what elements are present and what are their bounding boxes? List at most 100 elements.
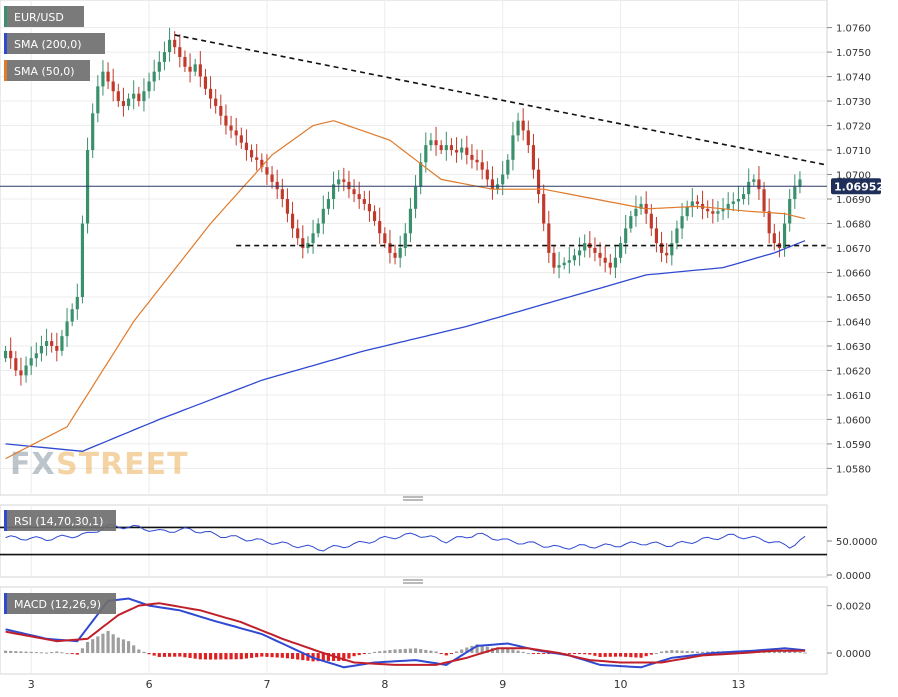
macd-histogram-bar (111, 634, 115, 654)
macd-histogram-bar (34, 652, 38, 654)
candle-body (132, 93, 136, 99)
candle-body (788, 199, 792, 224)
candle-body (613, 257, 618, 268)
x-tick-label: 8 (381, 678, 388, 691)
watermark-street: STREET (56, 447, 189, 482)
macd-histogram-bar (536, 653, 541, 655)
legend-symbol[interactable]: EUR/USD (4, 6, 84, 27)
legend-rsi[interactable]: RSI (14,70,30,1) (4, 510, 116, 531)
macd-histogram-bar (9, 650, 13, 654)
macd-histogram-bar (598, 653, 602, 657)
macd-histogram-bar (316, 653, 320, 662)
macd-histogram-bar (685, 650, 689, 654)
legend-macd[interactable]: MACD (12,26,9) (4, 593, 116, 614)
y-tick-label: 1.0710 (836, 146, 871, 157)
macd-histogram-bar (342, 653, 346, 661)
candle-body (741, 194, 746, 200)
macd-histogram-bar (526, 653, 530, 655)
macd-histogram-bar (675, 650, 679, 654)
macd-histogram-bar (521, 651, 525, 654)
candle-body (275, 181, 279, 190)
macd-histogram-bar (55, 651, 59, 654)
candle-body (526, 130, 530, 146)
candle-body (147, 81, 151, 92)
candle-body (465, 147, 469, 155)
macd-histogram-bar (260, 653, 264, 657)
candle-body (193, 64, 197, 72)
rsi-series-layer (0, 523, 827, 556)
macd-histogram-bar (547, 653, 551, 655)
macd-histogram-bar (485, 646, 489, 654)
macd-histogram-bar (121, 639, 126, 654)
macd-histogram-bar (408, 648, 413, 654)
candle-body (55, 345, 59, 351)
macd-histogram-bar (188, 653, 192, 658)
candle-body (501, 174, 505, 185)
macd-tick-label: 0.0000 (836, 649, 871, 660)
candle-body (167, 39, 172, 53)
macd-histogram-bar (439, 653, 443, 655)
candle-body (70, 309, 74, 322)
macd-signal-line (5, 602, 806, 666)
x-tick-label: 3 (28, 678, 35, 691)
candle-body (96, 86, 100, 114)
candle-body (762, 189, 766, 212)
macd-histogram-bar (413, 648, 418, 654)
macd-histogram-bar (793, 651, 797, 654)
candle-body (367, 203, 372, 212)
macd-histogram-bar (403, 648, 407, 654)
macd-histogram-bar (700, 651, 705, 654)
candle-body (654, 228, 659, 244)
macd-histogram-bar (219, 653, 223, 660)
legend-sma200[interactable]: SMA (200,0) (4, 33, 105, 54)
legend-sma50[interactable]: SMA (50,0) (4, 60, 90, 81)
macd-histogram-bar (296, 653, 300, 660)
y-tick-label: 1.0760 (836, 24, 871, 35)
candle-body (326, 199, 331, 209)
candle-body (9, 350, 13, 359)
candle-body (234, 130, 238, 136)
candle-body (383, 233, 387, 244)
legend-macd-label: MACD (12,26,9) (14, 598, 101, 611)
y-tick-label: 1.0630 (836, 342, 871, 353)
y-tick-label: 1.0670 (836, 244, 871, 255)
candle-body (695, 201, 700, 204)
macd-histogram-bar (239, 653, 243, 660)
candle-body (173, 39, 177, 48)
candle-body (3, 350, 8, 359)
macd-histogram-bar (234, 653, 238, 660)
sma200-line (5, 240, 806, 452)
y-tick-label: 1.0650 (836, 293, 871, 304)
candle-body (224, 115, 228, 126)
macd-histogram-bar (649, 653, 653, 655)
candle-body (357, 194, 361, 200)
candle-body (608, 262, 612, 268)
macd-histogram-bar (383, 650, 387, 654)
macd-histogram-bar (624, 653, 628, 657)
macd-histogram-bar (772, 651, 776, 654)
candle-body (736, 199, 741, 202)
macd-histogram-bar (583, 653, 587, 655)
candle-body (244, 142, 249, 151)
candle-body (152, 71, 156, 82)
macd-series-layer (3, 597, 807, 669)
macd-histogram-bar (460, 649, 464, 654)
candle-body (485, 169, 489, 180)
candle-body (511, 135, 515, 160)
macd-histogram-bar (290, 653, 295, 659)
x-tick-label: 7 (263, 678, 270, 691)
axis-labels: 3 6 7 8 9 10 13 1.0580 1.0590 1.0600 1.0610 1.0620 1… (28, 24, 884, 691)
macd-histogram-bar (788, 651, 792, 654)
candle-body (183, 56, 187, 67)
macd-histogram-bar (173, 653, 177, 657)
macd-histogram-bar (224, 653, 228, 660)
candle-body (260, 159, 264, 168)
candle-body (106, 71, 110, 82)
panel-resize-handle[interactable] (403, 579, 423, 584)
panel-resize-handle[interactable] (403, 496, 423, 501)
candle-body (352, 189, 356, 195)
candle-body (331, 184, 336, 200)
candle-body (188, 66, 192, 72)
macd-histogram-bar (285, 653, 290, 659)
candle-body (311, 233, 315, 244)
